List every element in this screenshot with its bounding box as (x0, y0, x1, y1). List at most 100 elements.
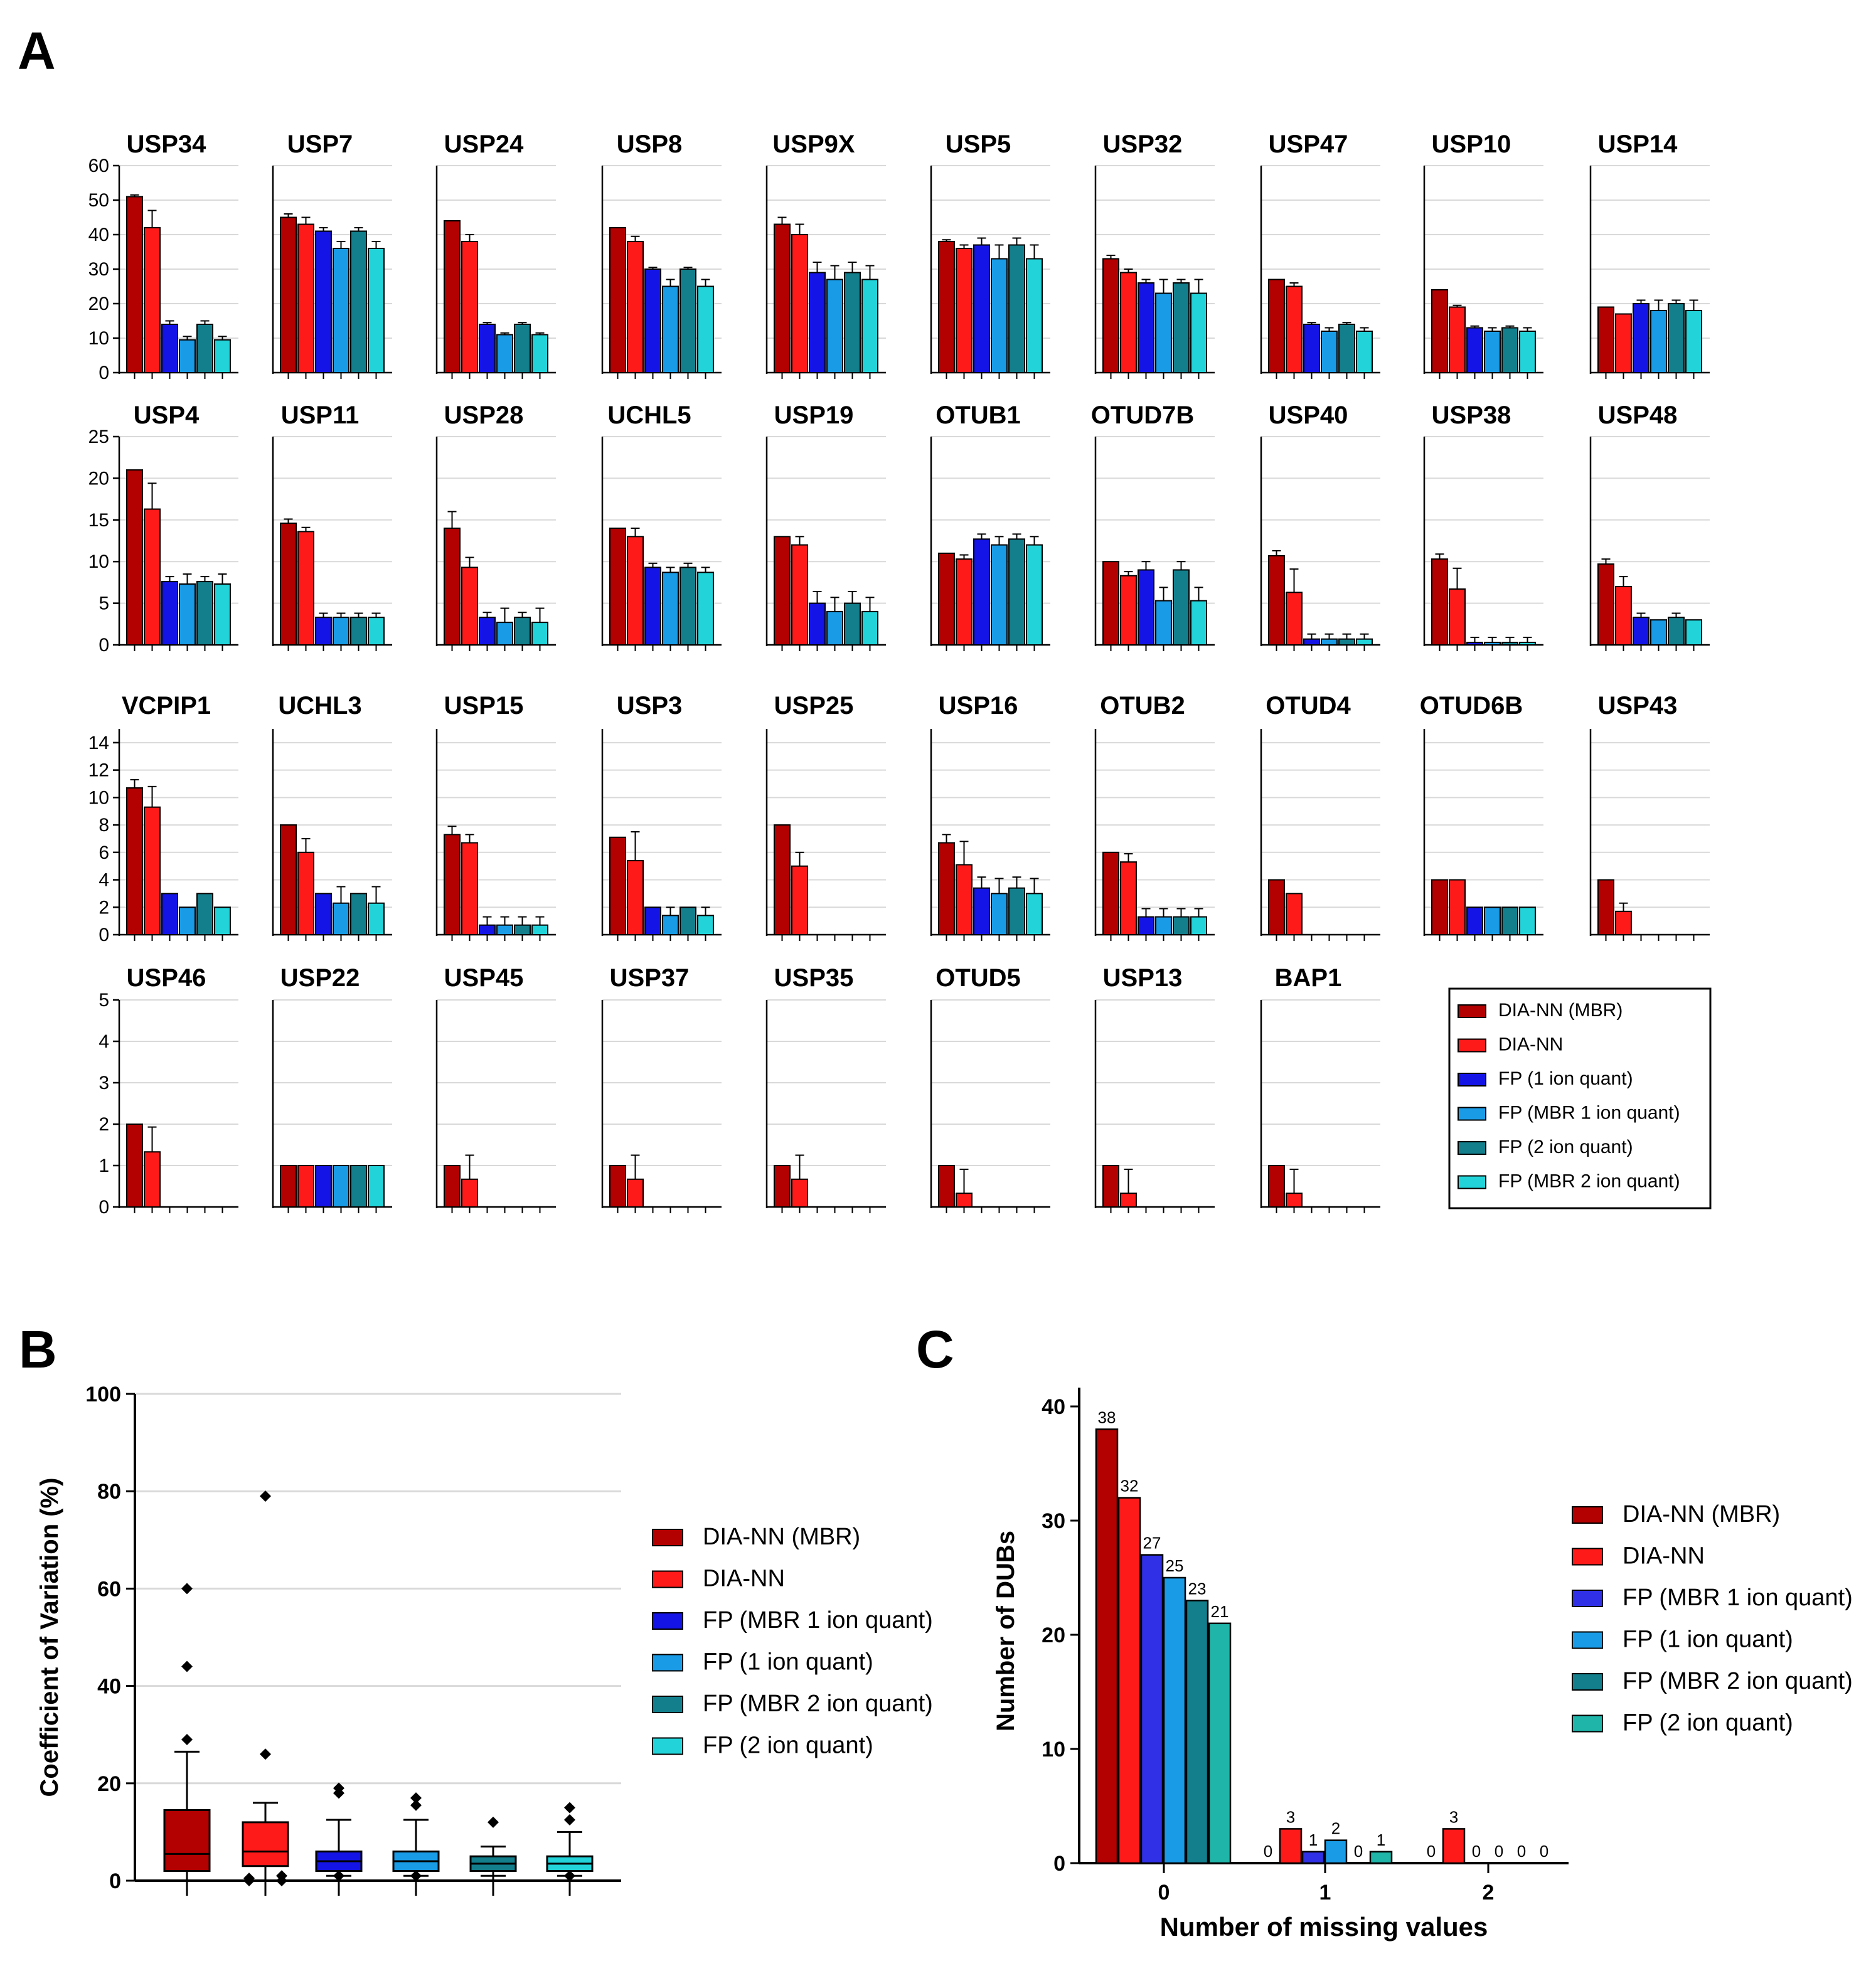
bar-dia-nn (1120, 272, 1137, 373)
subplot-usp32: USP32 (1094, 130, 1215, 379)
y-tick-label: 3 (99, 1073, 109, 1093)
bar-fp-1-ion-quant- (644, 906, 661, 936)
legend-frame (1448, 987, 1712, 1209)
bar-fp-mbr-2-ion-quant- (697, 571, 714, 646)
outlier (333, 1782, 344, 1794)
bar-dia-nn-mbr- (126, 787, 143, 935)
y-tick-label: 30 (88, 259, 109, 280)
bar-fp-mbr-2-ion-quant- (214, 906, 231, 936)
y-tick-label: 10 (88, 328, 109, 349)
y-tick-label: 8 (99, 815, 109, 836)
legend-swatch (652, 1529, 683, 1546)
outlier (260, 1490, 271, 1502)
subplot-usp34: 0 10 20 30 40 50 60 USP34 (88, 130, 238, 383)
legend-label: DIA-NN (MBR) (1498, 1000, 1623, 1021)
bar-fp-1-ion-quant- (1303, 638, 1320, 646)
subplot-title: USP10 (1432, 130, 1511, 158)
bar-dia-nn (1117, 1497, 1141, 1864)
subplot-title: OTUD4 (1266, 692, 1351, 720)
legend-swatch (652, 1612, 683, 1630)
panel-label-a: A (18, 21, 56, 80)
bar-fp-1-ion-quant- (644, 268, 661, 373)
bar-fp-1-ion-quant- (161, 893, 178, 936)
subplot-usp14: USP14 (1589, 130, 1710, 379)
bar-dia-nn (461, 842, 478, 935)
bar-fp-mbr-2-ion-quant- (1190, 600, 1207, 646)
bar-fp-mbr-1-ion-quant- (1484, 906, 1501, 936)
bar-dia-nn (297, 1165, 314, 1208)
bar-dia-nn (144, 227, 161, 373)
bar-fp-mbr-1-ion-quant- (1155, 292, 1172, 373)
bar-fp-mbr-1-ion-quant- (1155, 600, 1172, 646)
bar-fp-2-ion-quant- (196, 324, 213, 373)
bar-dia-nn-mbr- (1597, 306, 1614, 373)
bar-fp-2-ion-quant- (1173, 282, 1190, 373)
subplot-usp5: USP5 (930, 130, 1050, 379)
y-tick-label: 20 (88, 294, 109, 314)
bar-fp-1-ion-quant- (1466, 327, 1483, 373)
subplot-otud6b: OTUD6B (1420, 692, 1543, 941)
bar-fp-2-ion-quant- (1668, 303, 1685, 373)
outlier (181, 1583, 193, 1595)
bar-fp-1-ion-quant- (1466, 642, 1483, 646)
outlier (333, 1870, 344, 1882)
legend-label: DIA-NN (1623, 1543, 1705, 1570)
bar-fp-1-ion-quant- (315, 617, 332, 646)
bar-dia-nn (1615, 586, 1632, 646)
y-tick-label: 10 (88, 787, 109, 808)
bar-dia-nn-mbr- (609, 227, 626, 373)
bar-fp-mbr-2-ion-quant- (1190, 292, 1207, 373)
bar-dia-nn-mbr- (938, 241, 955, 373)
bar-dia-nn-mbr- (774, 536, 791, 646)
y-tick-label: 100 (85, 1383, 121, 1406)
subplot-title: USP9X (772, 130, 855, 158)
subplot-usp43: USP43 (1589, 692, 1710, 941)
bar-fp-mbr-2-ion-quant- (531, 334, 548, 373)
y-tick-label: 4 (99, 1031, 109, 1052)
subplot-title: VCPIP1 (122, 692, 211, 720)
outlier (410, 1870, 422, 1882)
bar-fp-1-ion-quant- (644, 566, 661, 646)
bar-fp-2-ion-quant- (1338, 324, 1355, 373)
data-label: 0 (1264, 1842, 1272, 1861)
bar-fp-2-ion-quant- (1501, 327, 1518, 373)
bar-fp-mbr-2-ion-quant- (1356, 331, 1373, 373)
outlier (243, 1873, 255, 1884)
bar-dia-nn (1286, 285, 1303, 373)
outlier (260, 1748, 271, 1760)
bar-fp-2-ion-quant- (1008, 538, 1025, 646)
data-label: 27 (1143, 1534, 1161, 1553)
subplot-title: USP48 (1598, 401, 1678, 429)
bar-dia-nn (627, 1178, 644, 1208)
subplot-usp10: USP10 (1423, 130, 1543, 379)
bar-dia-nn (791, 234, 808, 373)
bar-dia-nn (627, 859, 644, 936)
bar-fp-mbr-2-ion-quant- (368, 248, 385, 373)
bar-fp-mbr-2-ion-quant- (1685, 619, 1702, 646)
outlier (488, 1816, 499, 1828)
bar-dia-nn-mbr- (444, 528, 461, 646)
legend-label: FP (MBR 1 ion quant) (1498, 1103, 1680, 1124)
box (242, 1821, 289, 1868)
bar-dia-nn-mbr- (1268, 879, 1285, 935)
bar-dia-nn-mbr- (1102, 1165, 1119, 1208)
bar-fp-mbr-1-ion-quant- (179, 339, 196, 373)
y-tick-label: 80 (97, 1480, 121, 1504)
bar-fp-mbr-1-ion-quant- (496, 334, 513, 373)
bar-fp-mbr-1-ion-quant- (1155, 916, 1172, 936)
legend-label: FP (1 ion quant) (1623, 1627, 1793, 1653)
bar-fp-2-ion-quant- (844, 272, 861, 373)
y-tick-label: 4 (99, 870, 109, 891)
data-label: 0 (1495, 1842, 1503, 1861)
subplot-title: USP32 (1103, 130, 1183, 158)
y-tick-label: 40 (97, 1675, 121, 1699)
bar-dia-nn-mbr- (280, 824, 297, 935)
bar-dia-nn (461, 241, 478, 373)
bar-fp-mbr-2-ion-quant- (1026, 893, 1043, 936)
bar-fp-mbr-1-ion-quant- (991, 544, 1008, 646)
bar-fp-2-ion-quant- (350, 893, 367, 936)
subplot-title: USP47 (1269, 130, 1348, 158)
y-tick-label: 0 (99, 363, 109, 383)
legend-swatch (1572, 1631, 1603, 1649)
bar-fp-mbr-1-ion-quant- (662, 285, 679, 373)
